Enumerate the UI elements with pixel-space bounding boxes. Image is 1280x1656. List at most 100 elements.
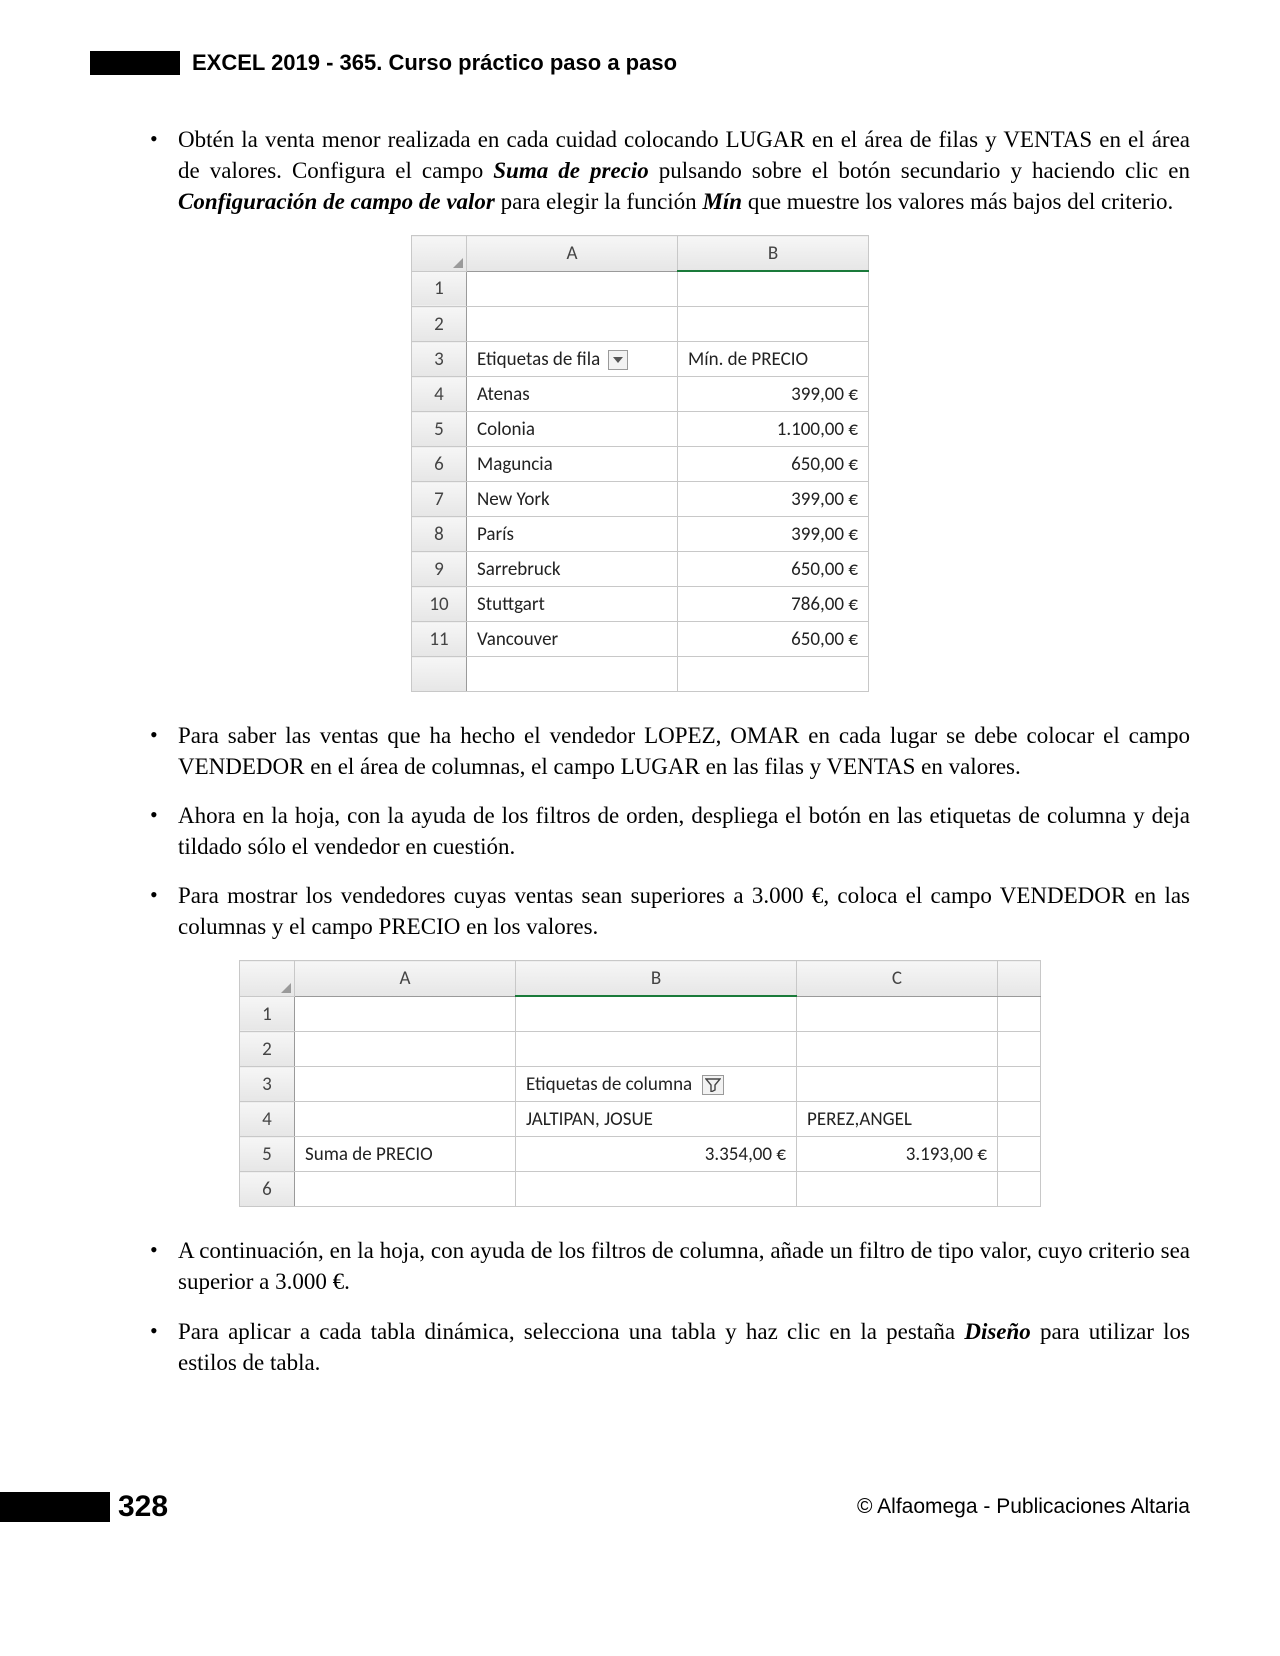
cell[interactable] <box>295 1102 516 1137</box>
row-header[interactable]: 5 <box>412 412 467 447</box>
column-header[interactable]: B <box>678 236 869 272</box>
header-black-block <box>90 51 180 75</box>
cell[interactable]: 399,00 € <box>678 482 869 517</box>
row-header[interactable]: 2 <box>412 307 467 342</box>
cell[interactable] <box>797 1032 998 1067</box>
row-header[interactable]: 1 <box>412 271 467 307</box>
row-header[interactable]: 3 <box>412 342 467 377</box>
text: para elegir la función <box>495 189 703 214</box>
cell[interactable]: 650,00 € <box>678 552 869 587</box>
row-header[interactable]: 1 <box>240 996 295 1032</box>
cell[interactable] <box>797 1172 998 1207</box>
cell[interactable]: 3.193,00 € <box>797 1137 998 1172</box>
cell[interactable]: Stuttgart <box>467 587 678 622</box>
column-header[interactable]: A <box>295 961 516 997</box>
row-header[interactable]: 5 <box>240 1137 295 1172</box>
bold-italic: Mín <box>702 189 742 214</box>
cell[interactable] <box>998 1172 1041 1207</box>
row-header[interactable]: 9 <box>412 552 467 587</box>
bullet-item: A continuación, en la hoja, con ayuda de… <box>150 1235 1190 1297</box>
row-header[interactable]: 6 <box>412 447 467 482</box>
bullet-item: Para mostrar los vendedores cuyas ventas… <box>150 880 1190 942</box>
row-header[interactable]: 3 <box>240 1067 295 1102</box>
column-header[interactable]: B <box>516 961 797 997</box>
header-title: EXCEL 2019 - 365. Curso práctico paso a … <box>192 50 677 76</box>
text: Para aplicar a cada tabla dinámica, sele… <box>178 1319 964 1344</box>
select-all-corner[interactable] <box>412 236 467 272</box>
excel-table-1: AB 123Etiquetas de fila Mín. de PRECIO 4At… <box>411 235 869 692</box>
page-footer: 328 © Alfaomega - Publicaciones Altaria <box>0 1490 1280 1524</box>
pivot-value-header: Mín. de PRECIO <box>678 342 869 377</box>
cell[interactable]: Suma de PRECIO <box>295 1137 516 1172</box>
cell[interactable] <box>516 996 797 1032</box>
text: que muestre los valores más bajos del cr… <box>742 189 1173 214</box>
cell[interactable]: 3.354,00 € <box>516 1137 797 1172</box>
bullet-item: Para saber las ventas que ha hecho el ve… <box>150 720 1190 782</box>
cell[interactable]: Colonia <box>467 412 678 447</box>
cell[interactable] <box>998 996 1041 1032</box>
cell[interactable]: Maguncia <box>467 447 678 482</box>
cell[interactable] <box>797 1067 998 1102</box>
pivot-row-label-header[interactable]: Etiquetas de fila <box>467 342 678 377</box>
cell[interactable]: 1.100,00 € <box>678 412 869 447</box>
cell[interactable]: Vancouver <box>467 622 678 657</box>
cell[interactable] <box>998 1102 1041 1137</box>
bullet-item: Obtén la venta menor realizada en cada c… <box>150 124 1190 217</box>
row-header[interactable]: 6 <box>240 1172 295 1207</box>
cell[interactable] <box>998 1067 1041 1102</box>
row-header[interactable]: 7 <box>412 482 467 517</box>
row-header[interactable]: 4 <box>412 377 467 412</box>
page-number: 328 <box>118 1490 168 1524</box>
select-all-corner[interactable] <box>240 961 295 997</box>
cell[interactable] <box>998 1137 1041 1172</box>
cell[interactable]: 786,00 € <box>678 587 869 622</box>
bold-italic: Diseño <box>964 1319 1030 1344</box>
cell[interactable]: 650,00 € <box>678 447 869 482</box>
bullet-item: Para aplicar a cada tabla dinámica, sele… <box>150 1316 1190 1378</box>
row-header[interactable] <box>412 657 467 692</box>
cell[interactable]: PEREZ,ANGEL <box>797 1102 998 1137</box>
pivot-column-label-header[interactable]: Etiquetas de columna <box>516 1067 797 1102</box>
copyright-text: © Alfaomega - Publicaciones Altaria <box>857 1495 1190 1519</box>
bullet-list-top: Obtén la venta menor realizada en cada c… <box>90 124 1190 217</box>
cell[interactable] <box>516 1032 797 1067</box>
row-header[interactable]: 2 <box>240 1032 295 1067</box>
cell[interactable]: 650,00 € <box>678 622 869 657</box>
bullet-list-mid: Para saber las ventas que ha hecho el ve… <box>90 720 1190 942</box>
cell[interactable] <box>295 1032 516 1067</box>
cell[interactable] <box>678 307 869 342</box>
column-header[interactable]: C <box>797 961 998 997</box>
cell[interactable] <box>998 1032 1041 1067</box>
cell[interactable]: JALTIPAN, JOSUE <box>516 1102 797 1137</box>
cell[interactable] <box>678 271 869 307</box>
cell[interactable]: Sarrebruck <box>467 552 678 587</box>
page-header: EXCEL 2019 - 365. Curso práctico paso a … <box>90 50 1190 76</box>
bullet-list-bottom: A continuación, en la hoja, con ayuda de… <box>90 1235 1190 1377</box>
cell[interactable] <box>295 1067 516 1102</box>
bullet-item: Ahora en la hoja, con la ayuda de los fi… <box>150 800 1190 862</box>
bold-italic: Suma de precio <box>493 158 649 183</box>
row-header[interactable]: 4 <box>240 1102 295 1137</box>
cell[interactable] <box>295 996 516 1032</box>
cell[interactable] <box>516 1172 797 1207</box>
cell[interactable]: 399,00 € <box>678 517 869 552</box>
cell[interactable] <box>467 271 678 307</box>
filter-icon[interactable] <box>702 1075 724 1095</box>
cell[interactable]: Atenas <box>467 377 678 412</box>
excel-table-2: ABC 123 Etiquetas de columna 4 JALTIPAN, JO… <box>239 960 1041 1207</box>
cell[interactable]: 399,00 € <box>678 377 869 412</box>
bold-italic: Configuración de campo de valor <box>178 189 495 214</box>
row-header[interactable]: 10 <box>412 587 467 622</box>
row-header[interactable]: 11 <box>412 622 467 657</box>
column-header[interactable]: A <box>467 236 678 272</box>
cell[interactable] <box>467 307 678 342</box>
cell[interactable]: New York <box>467 482 678 517</box>
row-header[interactable]: 8 <box>412 517 467 552</box>
cell[interactable]: París <box>467 517 678 552</box>
cell[interactable] <box>797 996 998 1032</box>
text: pulsando sobre el botón secundario y hac… <box>649 158 1190 183</box>
column-header[interactable] <box>998 961 1041 997</box>
cell[interactable] <box>295 1172 516 1207</box>
dropdown-icon[interactable] <box>608 350 628 370</box>
footer-black-block <box>0 1492 110 1522</box>
